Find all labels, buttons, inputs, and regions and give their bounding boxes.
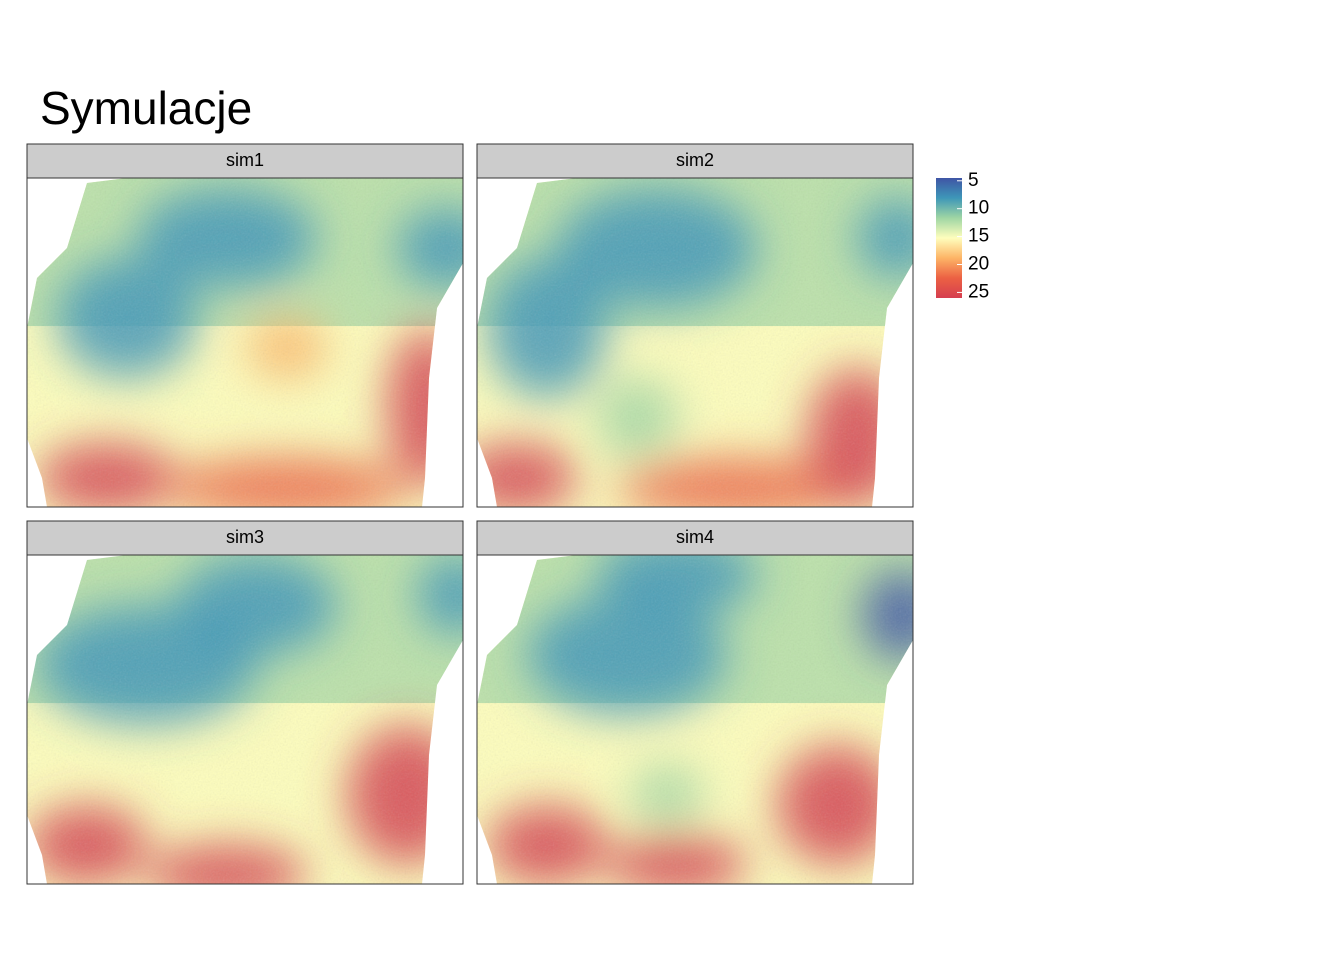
panel-header	[26, 143, 464, 179]
legend: 5 10 15 20 25	[936, 170, 989, 302]
panel-frame	[26, 554, 464, 885]
legend-colorbar	[936, 178, 962, 298]
raster	[477, 555, 913, 884]
panel-label: sim3	[226, 527, 264, 547]
panel-label: sim2	[676, 150, 714, 170]
raster	[27, 555, 463, 884]
panel-header	[476, 520, 914, 556]
map-panel: sim4	[476, 520, 914, 885]
map-panel: sim2	[476, 143, 914, 508]
panel-frame	[476, 177, 914, 508]
legend-tick-label: 10	[968, 198, 989, 219]
panel-frame	[476, 554, 914, 885]
panel-header	[26, 520, 464, 556]
legend-tick-label: 5	[968, 170, 979, 191]
raster	[27, 178, 463, 507]
panel-label: sim4	[676, 527, 714, 547]
figure-title: Symulacje	[40, 82, 252, 134]
panels: sim1 sim2 sim3 sim4	[26, 143, 914, 885]
legend-tick-label: 15	[968, 226, 989, 247]
map-panel: sim3	[26, 520, 464, 885]
raster	[477, 178, 913, 507]
legend-tick-label: 20	[968, 254, 989, 275]
panel-header	[476, 143, 914, 179]
panel-label: sim1	[226, 150, 264, 170]
legend-tick-label: 25	[968, 281, 989, 302]
map-panel: sim1	[26, 143, 464, 508]
panel-frame	[26, 177, 464, 508]
